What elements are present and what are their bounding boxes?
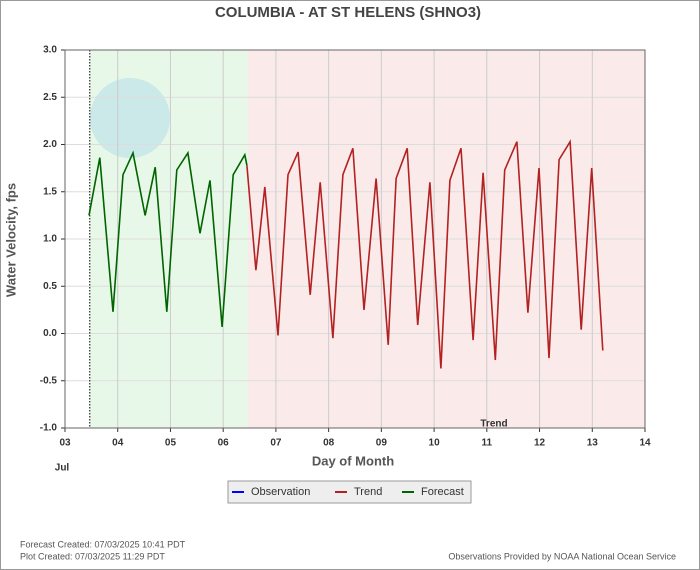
note: Forecast Created: 07/03/2025 10:41 PDT (20, 539, 186, 549)
plot-border (64, 49, 646, 429)
x-tick-label: 09 (376, 438, 388, 449)
x-tick-label: 03 (59, 438, 71, 449)
y-tick-label: 0.0 (43, 328, 57, 339)
legend-label: Observation (251, 486, 310, 498)
y-tick-label: 1.0 (43, 234, 57, 245)
legend-label: Forecast (421, 486, 464, 498)
y-tick-label: -0.5 (40, 375, 58, 386)
annotation: Trend (480, 419, 507, 430)
note: Observations Provided by NOAA National O… (448, 551, 676, 561)
y-tick-label: 3.0 (43, 45, 57, 56)
y-tick-label: 2.0 (43, 139, 57, 150)
x-tick-label: 07 (270, 438, 282, 449)
x-tick-label: 06 (218, 438, 230, 449)
series-line (88, 150, 248, 327)
month-label: Jul (55, 463, 70, 474)
x-tick-label: 12 (534, 438, 546, 449)
legend-label: Trend (354, 486, 382, 498)
y-tick-label: 1.5 (43, 186, 57, 197)
x-tick-label: 05 (165, 438, 177, 449)
y-tick-label: 0.5 (43, 281, 57, 292)
x-tick-label: 13 (587, 438, 599, 449)
x-tick-label: 08 (323, 438, 335, 449)
chart-title: COLUMBIA - AT ST HELENS (SHNO3) (215, 4, 481, 21)
legend (227, 480, 472, 504)
series-line (246, 139, 604, 369)
x-axis-label: Day of Month (312, 453, 394, 468)
watermark (90, 78, 170, 158)
y-axis-label: Water Velocity, fps (3, 183, 18, 297)
y-tick-label: 2.5 (43, 92, 57, 103)
note: Plot Created: 07/03/2025 11:29 PDT (20, 551, 165, 561)
x-tick-label: 04 (112, 438, 124, 449)
legend-items: Observation Trend Forecast (232, 486, 464, 498)
x-tick-label: 10 (429, 438, 441, 449)
y-tick-label: -1.0 (40, 423, 58, 434)
x-tick-label: 11 (482, 438, 493, 449)
plot-area: -1.0 -0.5 0.0 0.5 1.0 1.5 2.0 2.5 3.0 03 04 05 06 07 0… (40, 45, 651, 449)
x-tick-label: 14 (639, 438, 651, 449)
